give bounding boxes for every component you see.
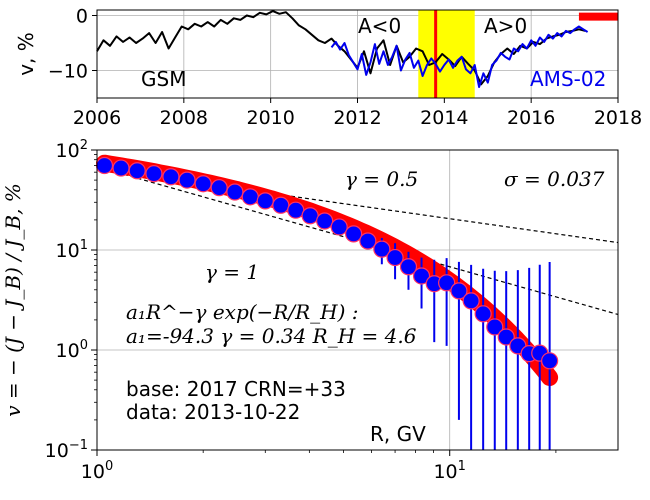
gamma-half-label: γ = 0.5: [345, 167, 418, 191]
base-crn-label: base: 2017 CRN=+33: [126, 377, 346, 401]
data-point: [330, 218, 348, 236]
data-point: [474, 305, 492, 323]
data-point: [178, 171, 196, 189]
top-y-axis-title: v, %: [14, 32, 38, 76]
ams02-label: AMS-02: [530, 67, 606, 91]
data-point: [272, 196, 290, 214]
data-point: [345, 225, 363, 243]
data-point: [241, 188, 259, 206]
data-point: [226, 183, 244, 201]
bottom-y-tick-label: 102: [56, 138, 88, 162]
top-x-tick-label: 2014: [420, 107, 468, 129]
bottom-plot-frame: [96, 149, 619, 451]
data-point: [128, 162, 146, 180]
top-y-tick-label: 0: [76, 6, 88, 28]
bottom-plot-background: [97, 150, 618, 450]
shaded-span: [418, 10, 475, 98]
gsm-label: GSM: [141, 67, 186, 91]
fit-formula-label: a₁R^−γ exp(−R/R_H) :: [126, 300, 359, 324]
data-point: [373, 240, 391, 258]
data-point: [399, 258, 418, 276]
ams02-series-line: [330, 25, 589, 88]
top-x-tick-label: 2008: [160, 107, 208, 129]
a-positive-label: A>0: [484, 14, 527, 38]
data-point: [210, 179, 228, 197]
bottom-x-axis-title: R, GV: [370, 422, 426, 446]
data-point: [438, 274, 456, 292]
data-point: [386, 248, 404, 267]
top-x-tick-label: 2006: [73, 107, 121, 129]
data-point: [301, 207, 319, 225]
sigma-label: σ = 0.037: [504, 167, 605, 191]
fit-params-label: a₁=-94.3 γ = 0.34 R_H = 4.6: [126, 324, 417, 348]
top-x-tick-label: 2018: [594, 107, 642, 129]
data-point: [486, 318, 504, 336]
top-y-tick-label: −10: [48, 61, 88, 83]
data-point: [497, 328, 515, 346]
top-x-tick-label: 2016: [507, 107, 555, 129]
data-point: [316, 212, 334, 230]
top-series-lines: [96, 10, 589, 88]
data-point: [541, 352, 559, 370]
data-point: [95, 156, 114, 175]
data-point: [162, 168, 180, 186]
bottom-y-tick-label: 10−1: [45, 438, 88, 462]
top-x-tick-label: 2012: [333, 107, 381, 129]
bottom-y-tick-label: 101: [56, 238, 88, 262]
top-ticks: 2006 2008 2010 2012 2014 2016 2018 0 −10: [48, 6, 642, 130]
data-point: [450, 282, 468, 300]
gamma-one-label: γ = 1: [205, 260, 259, 284]
data-date-label: data: 2013-10-22: [126, 400, 300, 424]
bottom-x-tick-label: 100: [81, 459, 113, 483]
data-point: [112, 159, 130, 177]
top-x-tick-label: 2010: [246, 107, 294, 129]
top-panel: 2006 2008 2010 2012 2014 2016 2018 0 −10 GSM A<0…: [14, 6, 642, 130]
a-negative-label: A<0: [358, 14, 401, 38]
data-point: [287, 201, 305, 219]
reference-line-gamma-one: [96, 166, 619, 316]
data-points: [95, 156, 559, 370]
bottom-x-tick-label: 101: [433, 459, 465, 483]
data-point: [194, 175, 212, 193]
data-point: [412, 267, 431, 285]
data-point: [256, 192, 274, 210]
data-point: [462, 292, 480, 310]
bottom-y-tick-label: 100: [56, 338, 88, 362]
bottom-y-axis-title: v = − (J − J_B) / J_B, %: [1, 183, 25, 417]
data-point: [359, 232, 377, 250]
data-point: [145, 165, 163, 183]
